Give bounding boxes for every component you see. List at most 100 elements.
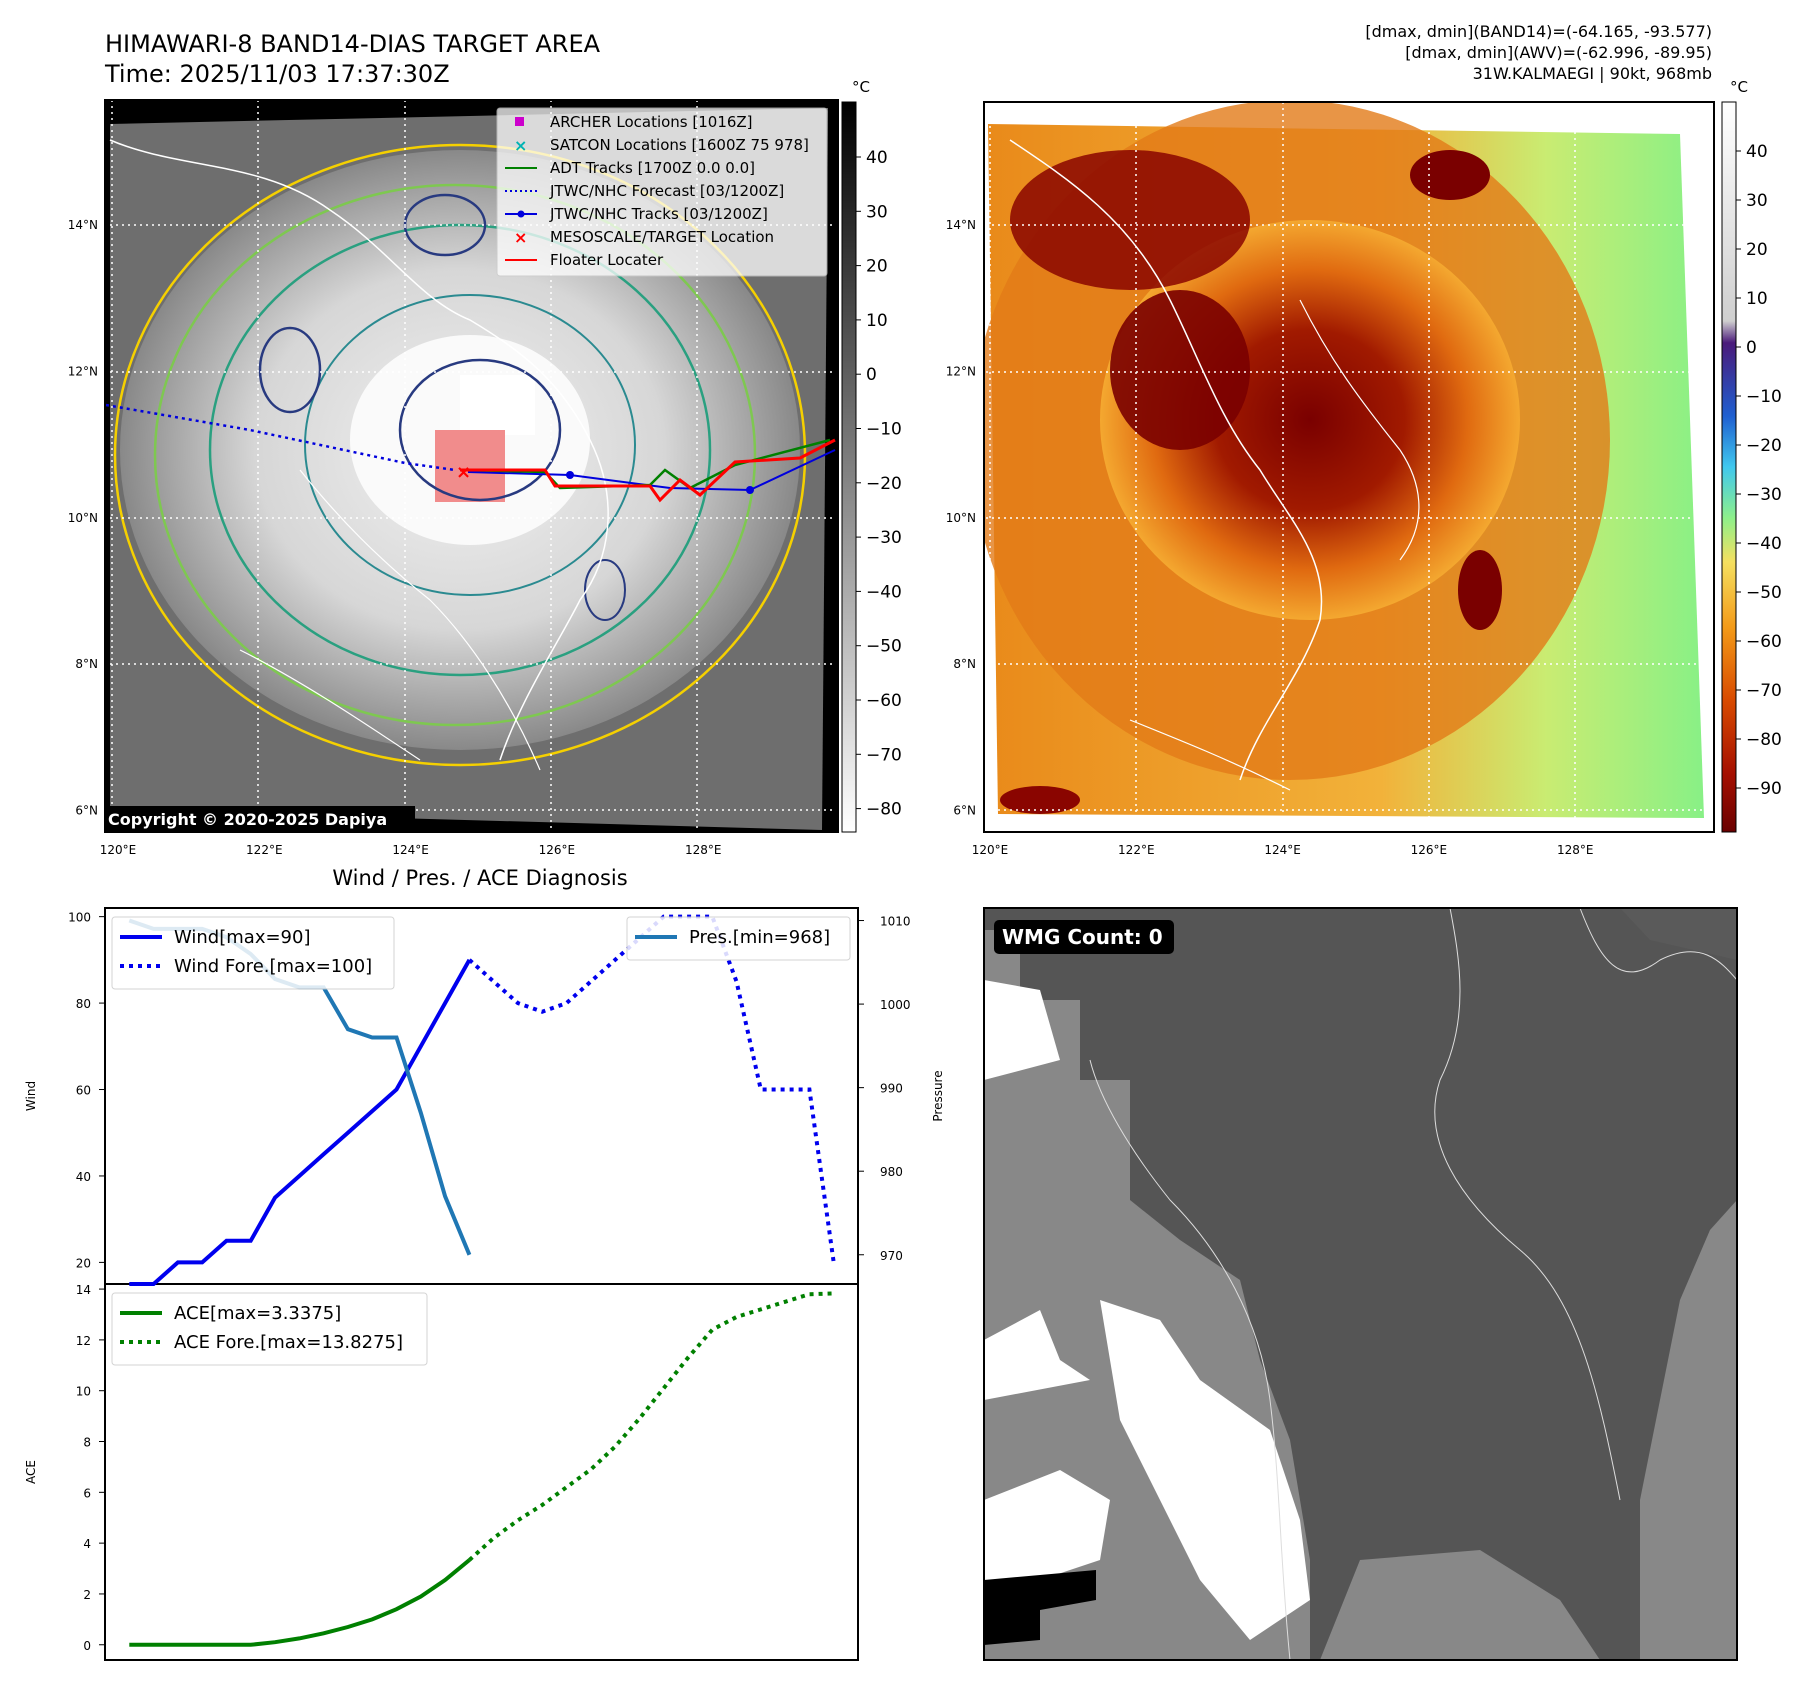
cbar-tick-label: −30 xyxy=(1746,485,1782,505)
y-axis-label: Wind xyxy=(24,1081,38,1111)
ir-title: HIMAWARI-8 BAND14-DIAS TARGET AREA xyxy=(105,30,601,58)
y-tick-label: 10 xyxy=(76,1385,91,1399)
legend-entry: JTWC/NHC Forecast [03/1200Z] xyxy=(505,182,784,200)
y-tick-label: 0 xyxy=(83,1639,91,1653)
wmg-badge xyxy=(994,920,1174,954)
diagnosis-title: Wind / Pres. / ACE Diagnosis xyxy=(332,866,627,890)
cbar-tick-label: −80 xyxy=(866,800,902,820)
chart-legend xyxy=(626,916,851,961)
legend-marker-x: × xyxy=(514,228,527,247)
cbar-tick-label: 30 xyxy=(866,202,888,222)
awv-lat-labels: 14°N 12°N 10°N 8°N 6°N xyxy=(946,218,976,818)
cbar-tick-label: −10 xyxy=(866,420,902,440)
cbar-tick-label: 20 xyxy=(866,257,888,277)
legend-marker-dot xyxy=(517,210,525,218)
floater-locater-box xyxy=(435,430,505,502)
lat-label: 8°N xyxy=(953,657,976,671)
cbar-tick-label: −20 xyxy=(1746,436,1782,456)
cbar-tick-label: −20 xyxy=(866,474,902,494)
lat-label: 12°N xyxy=(68,364,98,378)
lon-label: 122°E xyxy=(246,843,283,857)
chart-legend-label: ACE[max=3.3375] xyxy=(174,1303,341,1324)
legend-entry: × MESOSCALE/TARGET Location xyxy=(514,228,774,247)
y2-tick-label: 980 xyxy=(880,1165,903,1179)
ir-cbar-unit: °C xyxy=(852,78,870,96)
cbar-tick-label: 40 xyxy=(1746,142,1768,162)
cbar-tick-label: −50 xyxy=(1746,583,1782,603)
awv-map-imagery xyxy=(984,102,1712,832)
ir-cbar-ticks: 40 30 20 10 0 −10 −20 −30 −40 −50 −60 −70 −80 xyxy=(856,148,902,820)
ir-map-imagery: × xyxy=(105,100,836,832)
lat-label: 10°N xyxy=(946,511,976,525)
cbar-tick-label: 20 xyxy=(1746,240,1768,260)
legend-label: MESOSCALE/TARGET Location xyxy=(550,228,774,246)
ir-legend xyxy=(496,107,828,277)
y2-tick-label: 990 xyxy=(880,1082,903,1096)
y-tick-label: 4 xyxy=(83,1537,91,1551)
y-tick-label: 100 xyxy=(68,911,91,925)
series-line xyxy=(129,958,472,1286)
lon-label: 122°E xyxy=(1118,843,1155,857)
cbar-tick-label: −30 xyxy=(866,528,902,548)
ir-legend-entries: ARCHER Locations [1016Z] × SATCON Location… xyxy=(505,113,809,269)
chart-legend-label: Pres.[min=968] xyxy=(689,927,830,948)
y-tick-label: 14 xyxy=(76,1283,91,1297)
lat-label: 12°N xyxy=(946,364,976,378)
ir-time: Time: 2025/11/03 17:37:30Z xyxy=(104,60,450,88)
lon-label: 120°E xyxy=(972,843,1009,857)
cbar-tick-label: −10 xyxy=(1746,387,1782,407)
lon-label: 128°E xyxy=(1557,843,1594,857)
y2-tick-label: 1000 xyxy=(880,998,911,1012)
lon-label: 126°E xyxy=(1411,843,1448,857)
legend-label: JTWC/NHC Tracks [03/1200Z] xyxy=(549,205,768,223)
legend-marker-square xyxy=(515,117,524,126)
legend-entry: ADT Tracks [1700Z 0.0 0.0] xyxy=(505,159,755,177)
lat-label: 8°N xyxy=(75,657,98,671)
wmg-count: WMG Count: 0 xyxy=(1002,925,1163,949)
chart-legend xyxy=(111,916,395,990)
y-tick-label: 6 xyxy=(83,1486,91,1500)
y-tick-label: 20 xyxy=(76,1256,91,1270)
cbar-tick-label: −90 xyxy=(1746,779,1782,799)
lat-label: 10°N xyxy=(68,511,98,525)
legend-label: Floater Locater xyxy=(550,251,664,269)
chart-legend-label: ACE Fore.[max=13.8275] xyxy=(174,1332,403,1353)
y-tick-label: 40 xyxy=(76,1170,91,1184)
cbar-tick-label: −40 xyxy=(866,582,902,602)
ace-plot: 14 12 10 8 6 4 2 0 ACE ACE[max=3.3375] ACE Fore.[m… xyxy=(24,1283,834,1653)
cbar-tick-label: 10 xyxy=(1746,289,1768,309)
ir-panel: HIMAWARI-8 BAND14-DIAS TARGET AREA Time:… xyxy=(68,30,902,857)
copyright-text: Copyright © 2020-2025 Dapiya xyxy=(108,810,387,829)
awv-lon-labels: 120°E 122°E 124°E 126°E 128°E xyxy=(972,843,1594,857)
lat-label: 14°N xyxy=(68,218,98,232)
legend-label: JTWC/NHC Forecast [03/1200Z] xyxy=(549,182,784,200)
lat-label: 6°N xyxy=(953,804,976,818)
ir-lon-labels: 120°E 122°E 124°E 126°E 128°E xyxy=(100,843,722,857)
series-line xyxy=(129,1558,471,1647)
target-marker: × xyxy=(456,462,471,483)
cbar-tick-label: −50 xyxy=(866,637,902,657)
copyright-box xyxy=(105,806,415,832)
y-tick-label: 2 xyxy=(83,1588,91,1602)
cbar-tick-label: −70 xyxy=(866,745,902,765)
legend-entry: ARCHER Locations [1016Z] xyxy=(515,113,753,131)
y2-tick-label: 970 xyxy=(880,1249,903,1263)
awv-info-line: 31W.KALMAEGI | 90kt, 968mb xyxy=(1473,64,1712,83)
legend-label: SATCON Locations [1600Z 75 978] xyxy=(550,136,809,154)
lon-label: 124°E xyxy=(1264,843,1301,857)
legend-marker-x: × xyxy=(514,136,527,155)
jtwc-forecast-track xyxy=(105,403,456,472)
awv-cbar-unit: °C xyxy=(1730,78,1748,96)
lat-label: 14°N xyxy=(946,218,976,232)
cbar-tick-label: 0 xyxy=(866,365,877,385)
floater-track xyxy=(460,438,836,503)
cbar-tick-label: −70 xyxy=(1746,681,1782,701)
cbar-tick-label: −60 xyxy=(866,691,902,711)
legend-label: ADT Tracks [1700Z 0.0 0.0] xyxy=(550,159,755,177)
awv-info-line: [dmax, dmin](BAND14)=(-64.165, -93.577) xyxy=(1365,22,1712,41)
diagnosis-charts: Wind / Pres. / ACE Diagnosis 10080604020… xyxy=(24,866,945,1661)
awv-panel: [dmax, dmin](BAND14)=(-64.165, -93.577) [… xyxy=(946,22,1782,857)
lat-label: 6°N xyxy=(75,804,98,818)
chart-legend-label: Wind Fore.[max=100] xyxy=(174,956,372,977)
